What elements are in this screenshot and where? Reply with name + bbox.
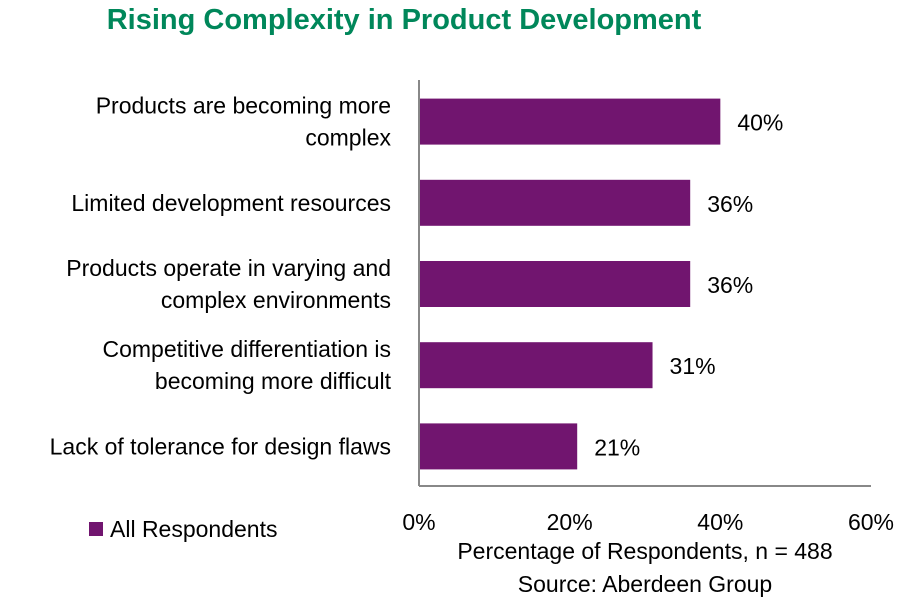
bar <box>419 261 691 307</box>
data-label: 36% <box>707 272 753 298</box>
x-tick-label: 40% <box>697 509 743 535</box>
chart-title: Rising Complexity in Product Development <box>106 4 702 36</box>
category-label: complex environments <box>161 287 391 313</box>
category-label: Lack of tolerance for design flaws <box>50 433 391 459</box>
category-label: becoming more difficult <box>155 368 392 394</box>
data-label: 21% <box>594 434 640 460</box>
bar <box>419 179 691 226</box>
x-axis-title: Percentage of Respondents, n = 488 <box>457 538 832 564</box>
bar <box>419 423 578 470</box>
category-label: Competitive differentiation is <box>103 336 392 362</box>
bar <box>419 98 721 145</box>
data-label: 40% <box>737 110 783 136</box>
category-label: Limited development resources <box>71 190 391 216</box>
data-label: 31% <box>670 353 716 379</box>
legend-label: All Respondents <box>110 516 278 542</box>
category-label: Products are becoming more <box>96 93 391 119</box>
x-tick-label: 0% <box>402 509 435 535</box>
data-label: 36% <box>707 191 753 217</box>
x-tick-label: 20% <box>547 509 593 535</box>
source-note: Source: Aberdeen Group <box>518 571 772 597</box>
category-label: Products operate in varying and <box>66 255 391 281</box>
category-label: complex <box>305 125 391 151</box>
bar <box>419 342 653 389</box>
x-tick-label: 60% <box>848 509 894 535</box>
legend-swatch <box>89 522 103 536</box>
